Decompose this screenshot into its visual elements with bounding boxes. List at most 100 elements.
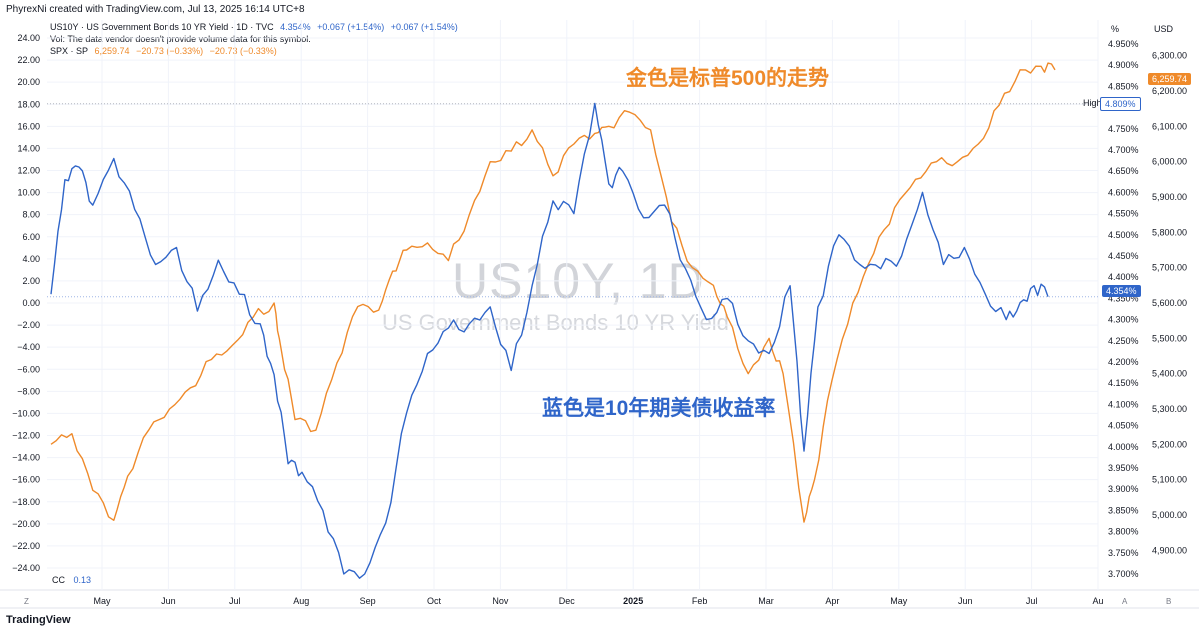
x-axis-tick: Dec — [559, 596, 576, 606]
left-axis-tick: 4.00 — [22, 254, 40, 264]
annotation-spx: 金色是标普500的走势 — [626, 67, 830, 90]
chart-credit: PhyrexNi created with TradingView.com, J… — [6, 4, 305, 15]
legend-us10y-last: 4.354% — [280, 22, 311, 32]
left-axis-tick: −20.00 — [12, 519, 40, 529]
high-value-tag: 4.809% — [1100, 97, 1141, 111]
x-axis-tick: Oct — [427, 596, 442, 606]
usd-axis-tick: 5,800.00 — [1152, 227, 1187, 237]
usd-axis-tick: 6,100.00 — [1152, 121, 1187, 131]
usd-axis-tick: 6,000.00 — [1152, 157, 1187, 167]
watermark-name: US Government Bonds 10 YR Yield — [382, 310, 729, 335]
left-axis-tick: −14.00 — [12, 453, 40, 463]
x-axis-tick: Jun — [958, 596, 973, 606]
left-axis-tick: −6.00 — [17, 364, 40, 374]
legend-spx-change: −20.73 (−0.33%) — [136, 46, 204, 56]
pct-axis-tick: 4.950% — [1108, 39, 1139, 49]
left-axis-tick: −8.00 — [17, 386, 40, 396]
legend-us10y-change: +0.067 (+1.54%) — [317, 22, 385, 32]
x-axis-tick: Jul — [1026, 596, 1038, 606]
left-axis-tick: 16.00 — [17, 121, 40, 131]
left-axis-tick: −16.00 — [12, 475, 40, 485]
usd-axis-tick: 5,100.00 — [1152, 475, 1187, 485]
x-axis-tick: 2025 — [623, 596, 643, 606]
pct-axis-tick: 4.550% — [1108, 209, 1139, 219]
left-axis-tick: 8.00 — [22, 210, 40, 220]
series-line-us10y — [50, 102, 1049, 579]
pct-axis-tick: 4.400% — [1108, 272, 1139, 282]
usd-axis-tick: 6,300.00 — [1152, 51, 1187, 61]
left-axis-tick: −2.00 — [17, 320, 40, 330]
pct-axis-tick: 4.850% — [1108, 81, 1139, 91]
cc-indicator[interactable]: CC 0.13 — [52, 575, 91, 585]
x-axis-tick: Aug — [293, 596, 309, 606]
legend-spx-change-pct: −20.73 (−0.33%) — [209, 46, 277, 56]
x-axis-tick: Apr — [825, 596, 839, 606]
legend-spx[interactable]: SPX · SP 6,259.74 −20.73 (−0.33%) −20.73… — [50, 46, 281, 56]
pct-axis-tick: 4.350% — [1108, 293, 1139, 303]
pct-axis-tick: 4.000% — [1108, 442, 1139, 452]
usd-axis-tick: 5,700.00 — [1152, 263, 1187, 273]
legend-us10y[interactable]: US10Y · US Government Bonds 10 YR Yield … — [50, 22, 462, 32]
pct-axis-tick: 4.650% — [1108, 166, 1139, 176]
pct-axis-tick: 4.700% — [1108, 145, 1139, 155]
series-line-spx — [50, 62, 1056, 523]
pct-axis-tick: 4.300% — [1108, 315, 1139, 325]
pct-axis-tick: 3.950% — [1108, 463, 1139, 473]
x-axis-tick: Jul — [229, 596, 241, 606]
pct-axis-tick: 3.750% — [1108, 548, 1139, 558]
usd-axis-unit: USD — [1154, 24, 1174, 34]
usd-axis-tick: 5,400.00 — [1152, 369, 1187, 379]
usd-axis-tick: 5,300.00 — [1152, 404, 1187, 414]
pct-axis-tick: 3.800% — [1108, 527, 1139, 537]
legend-spx-symbol: SPX · SP — [50, 46, 89, 56]
legend-us10y-symbol: US10Y · US Government Bonds 10 YR Yield … — [50, 22, 274, 32]
usd-axis-tick: 4,900.00 — [1152, 545, 1187, 555]
high-label: High — [1083, 98, 1102, 108]
pct-axis-tick: 4.900% — [1108, 60, 1139, 70]
left-axis-tick: 20.00 — [17, 77, 40, 87]
us10y-last-tag: 4.354% — [1102, 285, 1141, 297]
annotation-us10y: 蓝色是10年期美债收益率 — [542, 397, 776, 420]
pct-axis-tick: 3.850% — [1108, 505, 1139, 515]
left-axis-tick: −24.00 — [12, 563, 40, 573]
pct-axis-tick: 4.150% — [1108, 378, 1139, 388]
x-axis-tick: Nov — [492, 596, 509, 606]
pct-axis-tick: 4.750% — [1108, 124, 1139, 134]
left-axis-tick: 12.00 — [17, 166, 40, 176]
left-axis-tick: 18.00 — [17, 99, 40, 109]
usd-axis-tick: 5,500.00 — [1152, 333, 1187, 343]
cc-label: CC — [52, 575, 65, 585]
tradingview-logo: TradingView — [6, 614, 71, 626]
usd-axis-tick: 5,000.00 — [1152, 510, 1187, 520]
pct-axis-tick: 4.050% — [1108, 421, 1139, 431]
left-axis-tick: −18.00 — [12, 497, 40, 507]
left-axis-tick: 10.00 — [17, 188, 40, 198]
left-axis-tick: 24.00 — [17, 33, 40, 43]
left-axis-tick: 6.00 — [22, 232, 40, 242]
usd-axis-tick: 6,200.00 — [1152, 86, 1187, 96]
auto-scale-button[interactable]: A — [1122, 597, 1128, 606]
left-axis-tick: −4.00 — [17, 342, 40, 352]
zoom-z-button[interactable]: Z — [24, 597, 29, 606]
x-axis-tick: May — [93, 596, 111, 606]
left-axis-tick: 14.00 — [17, 143, 40, 153]
x-axis-tick: Sep — [360, 596, 376, 606]
left-axis-tick: 0.00 — [22, 298, 40, 308]
left-axis-tick: −10.00 — [12, 408, 40, 418]
pct-axis-unit: % — [1111, 24, 1120, 34]
legend-spx-last: 6,259.74 — [94, 46, 130, 56]
pct-axis-tick: 4.250% — [1108, 336, 1139, 346]
settings-b-button[interactable]: B — [1166, 597, 1172, 606]
usd-axis-tick: 5,200.00 — [1152, 439, 1187, 449]
left-axis-tick: −12.00 — [12, 431, 40, 441]
spx-last-tag: 6,259.74 — [1148, 73, 1192, 85]
pct-axis-tick: 3.700% — [1108, 569, 1139, 579]
x-axis-tick: Au — [1092, 596, 1103, 606]
x-axis-tick: Mar — [758, 596, 774, 606]
x-axis-tick: Feb — [692, 596, 708, 606]
pct-axis-tick: 4.600% — [1108, 187, 1139, 197]
legend-us10y-change-pct: +0.067 (+1.54%) — [390, 22, 458, 32]
left-axis-tick: 2.00 — [22, 276, 40, 286]
pct-axis-tick: 4.200% — [1108, 357, 1139, 367]
